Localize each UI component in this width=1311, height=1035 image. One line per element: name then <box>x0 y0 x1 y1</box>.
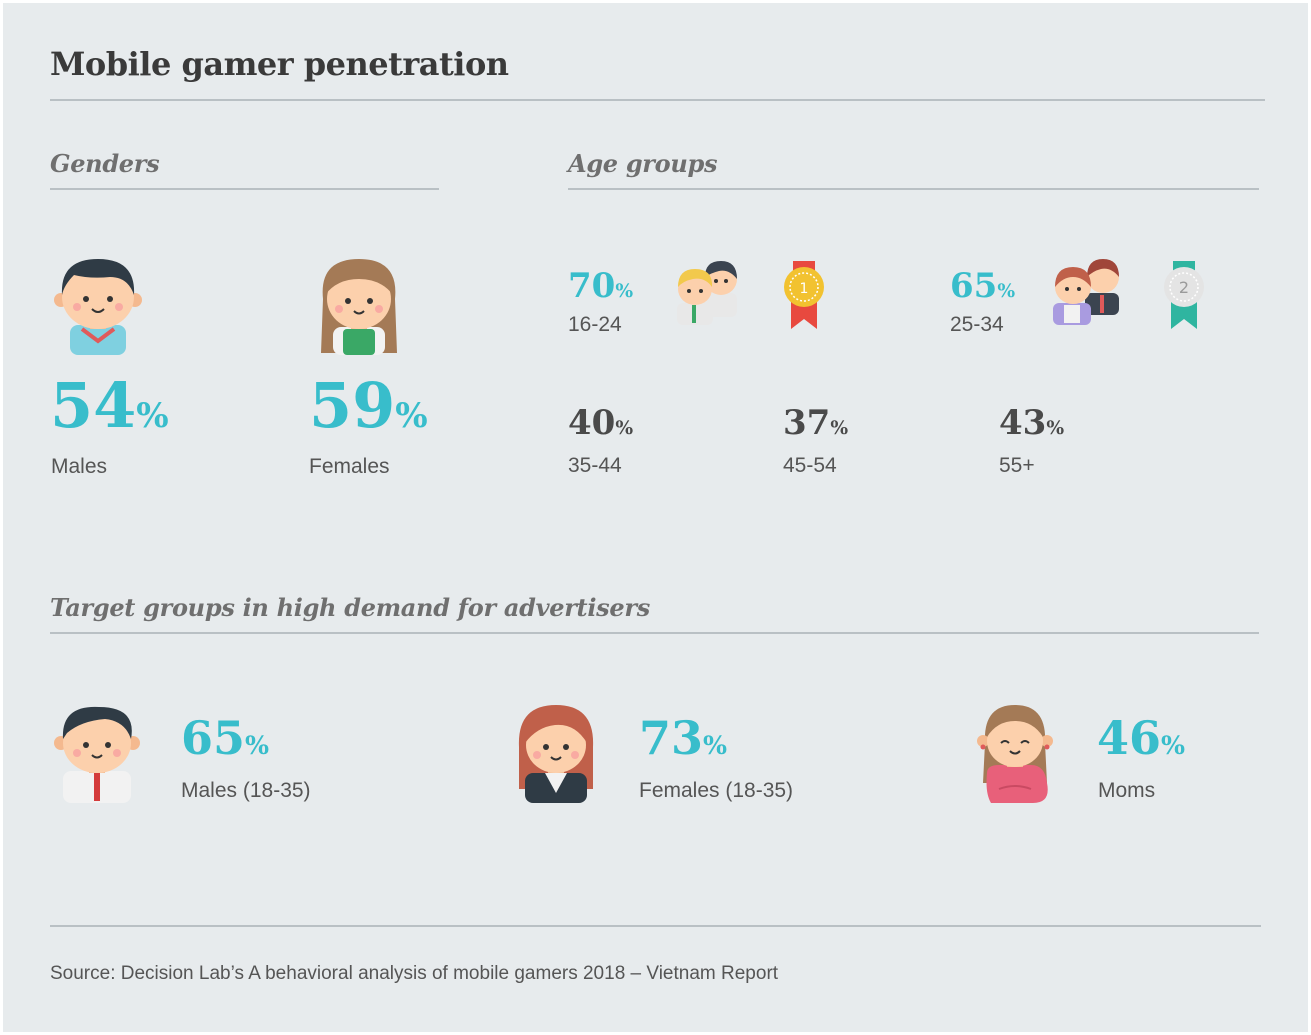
mom-avatar-icon <box>977 705 1053 803</box>
first-place-medal-icon: 1 <box>784 261 824 329</box>
target-males-label: Males (18-35) <box>181 779 311 802</box>
females-value: 59% <box>309 369 428 442</box>
age-groups-heading: Age groups <box>568 149 718 178</box>
age-35-44-label: 35-44 <box>568 454 622 477</box>
target-groups-heading: Target groups in high demand for adverti… <box>50 593 650 622</box>
age-16-24-value: 70% <box>568 266 634 306</box>
male-avatar-icon <box>54 259 142 355</box>
genders-heading: Genders <box>50 149 160 178</box>
female-avatar-icon <box>321 259 397 355</box>
target-moms-value: 46% <box>1097 711 1186 765</box>
target-moms-label: Moms <box>1098 779 1156 802</box>
females-label: Females <box>309 455 390 478</box>
source-note: Source: Decision Lab’s A behavioral anal… <box>50 963 779 984</box>
young-group-icon <box>677 261 737 325</box>
medal-rank-2: 2 <box>1179 278 1189 297</box>
age-55-plus-label: 55+ <box>999 454 1035 477</box>
males-value: 54% <box>50 369 169 442</box>
males-label: Males <box>51 455 108 478</box>
footer-divider <box>50 925 1261 927</box>
age-groups-divider <box>568 188 1259 190</box>
age-45-54-label: 45-54 <box>783 454 837 477</box>
second-place-medal-icon: 2 <box>1164 261 1204 329</box>
age-25-34-label: 25-34 <box>950 313 1004 336</box>
age-35-44-value: 40% <box>568 403 634 443</box>
age-45-54-value: 37% <box>783 403 849 443</box>
age-25-34-value: 65% <box>950 266 1016 306</box>
medal-rank-1: 1 <box>800 281 809 297</box>
target-males-value: 65% <box>181 711 270 765</box>
target-females-label: Females (18-35) <box>639 779 794 802</box>
infographic-card: Mobile gamer penetration Genders 54% Mal… <box>3 3 1308 1032</box>
genders-divider <box>50 188 439 190</box>
young-man-avatar-icon <box>54 706 140 803</box>
age-55-plus-value: 43% <box>999 403 1065 443</box>
young-woman-avatar-icon <box>518 705 594 803</box>
target-females-value: 73% <box>639 711 728 765</box>
age-16-24-label: 16-24 <box>568 313 622 336</box>
title-divider <box>50 99 1265 101</box>
target-groups-divider <box>50 632 1259 634</box>
page-title: Mobile gamer penetration <box>50 45 509 83</box>
adult-group-icon <box>1053 259 1119 325</box>
